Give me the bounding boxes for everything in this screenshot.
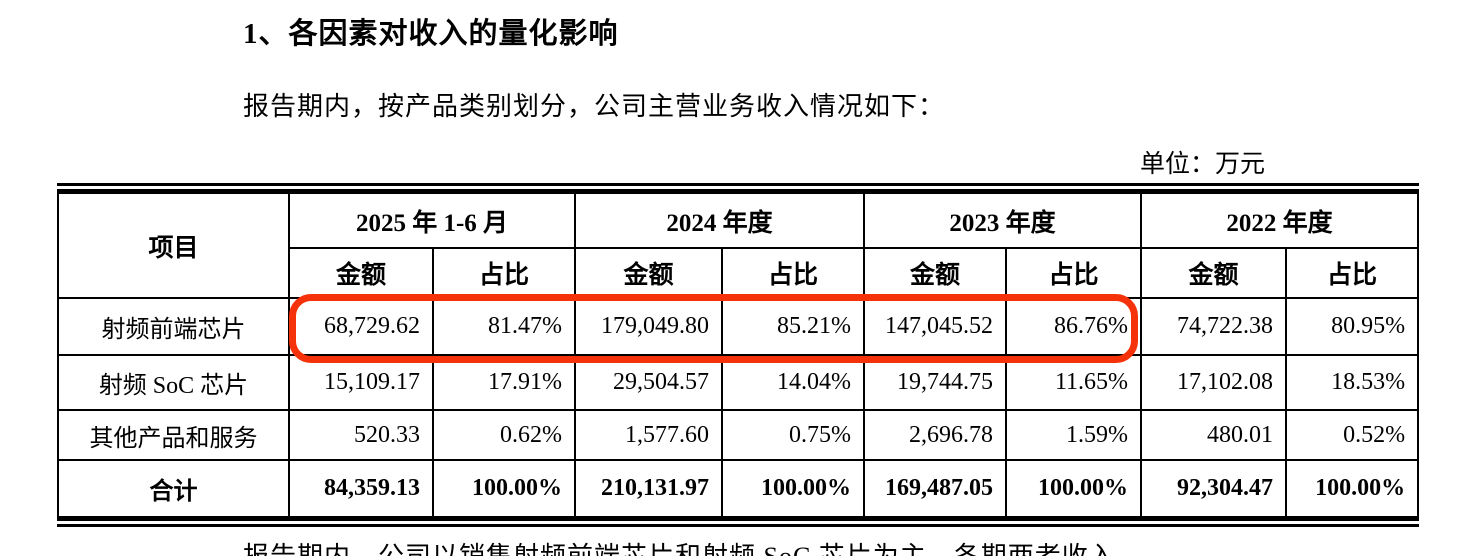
- table-cell: 169,487.05: [863, 459, 1008, 518]
- col-header-period-2022: 2022 年度: [1140, 192, 1420, 249]
- col-header-period-2024: 2024 年度: [574, 192, 866, 249]
- table-cell: 19,744.75: [863, 354, 1008, 411]
- table-cell: 86.76%: [1005, 297, 1143, 356]
- table-cell: 179,049.80: [574, 297, 724, 356]
- table-cell: 11.65%: [1005, 354, 1143, 411]
- col-subheader-ratio: 占比: [431, 247, 577, 299]
- table-row-rf-frontend: 射频前端芯片 68,729.62 81.47% 179,049.80 85.21…: [57, 297, 1420, 356]
- col-subheader-amount: 金额: [574, 247, 724, 299]
- col-subheader-amount: 金额: [288, 247, 434, 299]
- revenue-table: 项目 2025 年 1-6 月 2024 年度 2023 年度 2022 年度 …: [57, 192, 1420, 518]
- table-cell: 1.59%: [1005, 409, 1143, 461]
- table-cell: 81.47%: [431, 297, 577, 356]
- section-title: 1、各因素对收入的量化影响: [243, 18, 619, 50]
- table-cell: 29,504.57: [574, 354, 724, 411]
- table-cell: 2,696.78: [863, 409, 1008, 461]
- table-cell: 85.21%: [721, 297, 866, 356]
- table-cell: 147,045.52: [863, 297, 1008, 356]
- table-cell: 1,577.60: [574, 409, 724, 461]
- row-label: 其他产品和服务: [57, 409, 290, 461]
- col-subheader-ratio: 占比: [721, 247, 866, 299]
- table-cell: 18.53%: [1285, 354, 1420, 411]
- table-cell: 92,304.47: [1140, 459, 1288, 518]
- col-subheader-amount: 金额: [1140, 247, 1288, 299]
- unit-label: 单位：万元: [1140, 151, 1266, 178]
- table-row-rf-soc: 射频 SoC 芯片 15,109.17 17.91% 29,504.57 14.…: [57, 354, 1420, 411]
- col-header-period-2025h1: 2025 年 1-6 月: [287, 192, 577, 249]
- header-row-periods: 项目 2025 年 1-6 月 2024 年度 2023 年度 2022 年度: [57, 192, 1420, 299]
- table-cell: 17,102.08: [1140, 354, 1288, 411]
- table-cell: 100.00%: [721, 459, 866, 518]
- table-cell: 15,109.17: [288, 354, 434, 411]
- table-cell: 100.00%: [431, 459, 577, 518]
- table-cell: 0.52%: [1285, 409, 1420, 461]
- footer-paragraph: 报告期内，公司以销售射频前端芯片和射频 SoC 芯片为主，各期两者收入: [243, 536, 1116, 556]
- table-cell: 14.04%: [721, 354, 866, 411]
- table-row-total: 合计 84,359.13 100.00% 210,131.97 100.00% …: [57, 459, 1420, 518]
- table-cell: 68,729.62: [288, 297, 434, 356]
- table-cell: 100.00%: [1285, 459, 1420, 518]
- table-row-other: 其他产品和服务 520.33 0.62% 1,577.60 0.75% 2,69…: [57, 409, 1420, 461]
- col-subheader-ratio: 占比: [1005, 247, 1143, 299]
- table-cell: 480.01: [1140, 409, 1288, 461]
- col-subheader-ratio: 占比: [1285, 247, 1420, 299]
- row-label: 射频 SoC 芯片: [57, 354, 290, 411]
- table-cell: 80.95%: [1285, 297, 1420, 356]
- row-label: 射频前端芯片: [57, 297, 290, 356]
- table-cell: 0.75%: [721, 409, 866, 461]
- table-cell: 100.00%: [1005, 459, 1143, 518]
- col-header-item: 项目: [57, 192, 290, 299]
- col-header-period-2023: 2023 年度: [863, 192, 1143, 249]
- row-label: 合计: [57, 459, 290, 518]
- table-cell: 84,359.13: [288, 459, 434, 518]
- table-cell: 210,131.97: [574, 459, 724, 518]
- intro-paragraph: 报告期内，按产品类别划分，公司主营业务收入情况如下：: [243, 92, 946, 121]
- revenue-table-wrapper: 项目 2025 年 1-6 月 2024 年度 2023 年度 2022 年度 …: [57, 183, 1420, 527]
- table-cell: 74,722.38: [1140, 297, 1288, 356]
- table-cell: 520.33: [288, 409, 434, 461]
- table-cell: 0.62%: [431, 409, 577, 461]
- table-cell: 17.91%: [431, 354, 577, 411]
- col-subheader-amount: 金额: [863, 247, 1008, 299]
